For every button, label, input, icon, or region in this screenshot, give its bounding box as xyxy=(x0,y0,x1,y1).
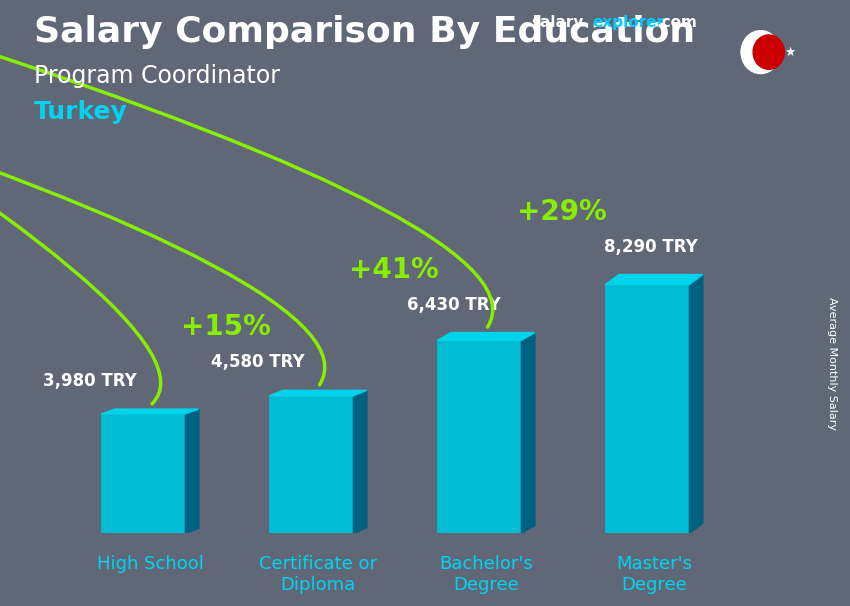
Text: Certificate or
Diploma: Certificate or Diploma xyxy=(259,555,377,594)
Text: salary: salary xyxy=(531,15,584,30)
Bar xyxy=(269,396,354,533)
Polygon shape xyxy=(689,275,703,533)
Polygon shape xyxy=(101,409,199,414)
Polygon shape xyxy=(269,390,367,396)
Text: Program Coordinator: Program Coordinator xyxy=(34,64,280,88)
Polygon shape xyxy=(354,390,367,533)
Text: 4,580 TRY: 4,580 TRY xyxy=(211,353,304,371)
Bar xyxy=(101,414,185,533)
Text: 6,430 TRY: 6,430 TRY xyxy=(407,296,501,314)
Bar xyxy=(438,341,521,533)
Polygon shape xyxy=(521,333,535,533)
Text: High School: High School xyxy=(97,555,203,573)
Text: 8,290 TRY: 8,290 TRY xyxy=(604,238,698,256)
Text: +15%: +15% xyxy=(181,313,270,341)
Text: +41%: +41% xyxy=(348,256,439,284)
Text: +29%: +29% xyxy=(517,198,607,225)
Text: .com: .com xyxy=(656,15,697,30)
Text: Master's
Degree: Master's Degree xyxy=(616,555,692,594)
Text: Turkey: Turkey xyxy=(34,100,127,124)
Text: ★: ★ xyxy=(785,45,796,59)
Polygon shape xyxy=(438,333,535,341)
Polygon shape xyxy=(605,275,703,284)
Bar xyxy=(605,284,689,533)
Text: 3,980 TRY: 3,980 TRY xyxy=(42,372,137,390)
Text: Bachelor's
Degree: Bachelor's Degree xyxy=(439,555,533,594)
Text: explorer: explorer xyxy=(592,15,665,30)
Circle shape xyxy=(741,31,780,73)
Text: Average Monthly Salary: Average Monthly Salary xyxy=(827,297,837,430)
Polygon shape xyxy=(185,409,199,533)
Text: Salary Comparison By Education: Salary Comparison By Education xyxy=(34,15,695,49)
Circle shape xyxy=(753,35,785,69)
